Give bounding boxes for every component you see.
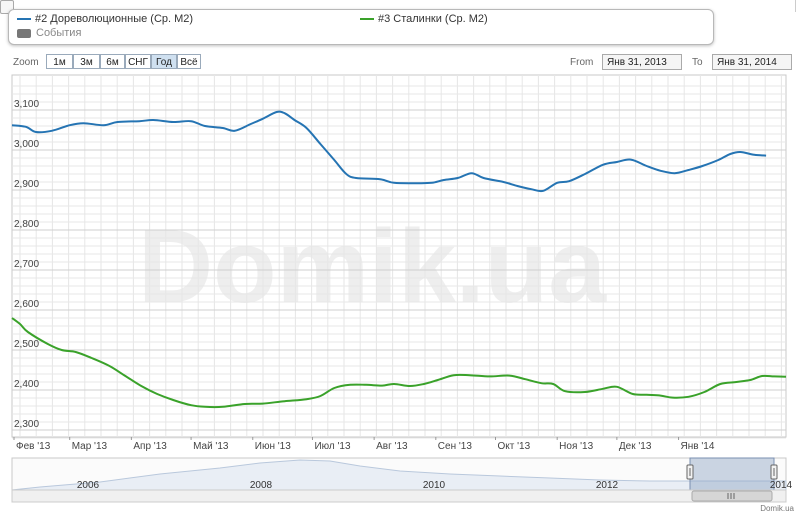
y-tick-label: 2,400: [14, 379, 39, 390]
legend-item-series2[interactable]: #3 Сталинки (Ср. M2): [360, 13, 488, 25]
y-tick-label: 2,800: [14, 219, 39, 230]
to-label: To: [692, 57, 703, 68]
zoom-ytd-button[interactable]: СНГ: [125, 54, 151, 69]
x-tick-label: Мар '13: [72, 441, 108, 452]
series-line-prerevolution: [11, 110, 767, 193]
navigator-year-label: 2014: [770, 480, 793, 491]
navigator-area: [11, 459, 787, 498]
legend-label-series1: #2 Дореволюционные (Ср. M2): [35, 13, 194, 25]
y-tick-label: 3,000: [14, 139, 39, 150]
from-date-input[interactable]: Янв 31, 2013: [602, 54, 682, 70]
plot-background: [11, 74, 787, 438]
x-tick-label: Ноя '13: [559, 441, 593, 452]
series-lines: [11, 110, 787, 409]
x-tick-label: Апр '13: [133, 441, 167, 452]
navigator-year-label: 2012: [596, 480, 619, 491]
x-axis-labels: Фев '13 Мар '13 Апр '13 Май '13 Июн '13 Июл '…: [13, 437, 715, 452]
horizontal-grid: [12, 85, 786, 439]
to-date-input[interactable]: Янв 31, 2014: [712, 54, 792, 70]
events-box-icon: [17, 28, 31, 38]
series2-line-icon: [360, 18, 374, 20]
x-tick-label: Июл '13: [314, 441, 351, 452]
watermark: Domik.ua: [138, 209, 607, 325]
chart-legend: #2 Дореволюционные (Ср. M2) #3 Сталинки …: [8, 9, 714, 45]
x-tick-label: Янв '14: [681, 441, 715, 452]
navigator[interactable]: 2006 2008 2010 2012 2014: [11, 457, 793, 503]
navigator-scrollbar-thumb: [691, 490, 773, 502]
range-toolbar: Zoom 1м 3м 6м СНГ Год Всё From Янв 31, 2…: [0, 52, 800, 74]
panel-edge-marker: [795, 0, 800, 12]
x-tick-label: Окт '13: [498, 441, 531, 452]
legend-label-events: События: [36, 27, 82, 39]
y-tick-label: 2,500: [14, 339, 39, 350]
legend-item-events[interactable]: События: [17, 27, 81, 39]
x-tick-label: Дек '13: [619, 441, 652, 452]
plot-area: [11, 74, 787, 438]
zoom-label: Zoom: [13, 57, 39, 68]
y-tick-label: 2,600: [14, 299, 39, 310]
zoom-6m-button[interactable]: 6м: [100, 54, 125, 69]
zoom-year-button[interactable]: Год: [151, 54, 177, 69]
zoom-all-button[interactable]: Всё: [177, 54, 201, 69]
navigator-scrollbar-track: [11, 489, 787, 503]
legend-label-series2: #3 Сталинки (Ср. M2): [378, 13, 488, 25]
x-tick-label: Сен '13: [438, 441, 473, 452]
navigator-year-label: 2010: [423, 480, 446, 491]
y-tick-label: 3,100: [14, 99, 39, 110]
x-tick-label: Фев '13: [16, 441, 51, 452]
x-tick-label: Май '13: [193, 441, 229, 452]
series-line-stalinka: [11, 317, 787, 409]
navigator-year-label: 2008: [250, 480, 273, 491]
y-axis-labels: 3,100 3,000 2,900 2,800 2,700 2,600 2,500 2,400…: [14, 99, 39, 430]
credit-text: Domik.ua: [760, 504, 794, 513]
series1-line-icon: [17, 18, 31, 20]
x-tick-label: Июн '13: [255, 441, 291, 452]
y-tick-label: 2,700: [14, 259, 39, 270]
legend-item-series1[interactable]: #2 Дореволюционные (Ср. M2): [17, 13, 193, 25]
y-tick-label: 2,900: [14, 179, 39, 190]
navigator-year-label: 2006: [77, 480, 100, 491]
from-label: From: [570, 57, 594, 68]
zoom-1m-button[interactable]: 1м: [46, 54, 73, 69]
y-tick-label: 2,300: [14, 419, 39, 430]
x-tick-label: Авг '13: [376, 441, 408, 452]
vertical-grid: [19, 75, 782, 437]
zoom-3m-button[interactable]: 3м: [73, 54, 100, 69]
